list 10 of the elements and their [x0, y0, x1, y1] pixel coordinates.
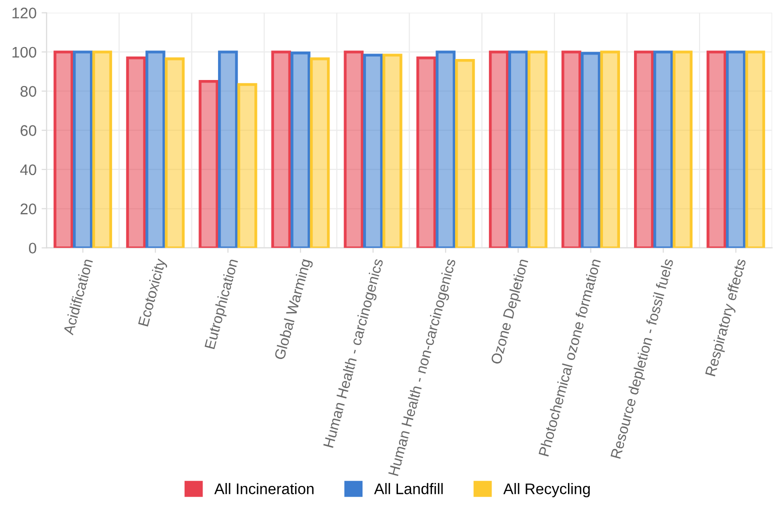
y-tick-label: 80: [20, 86, 36, 97]
y-tick-label: 20: [20, 204, 36, 214]
legend-label: All Recycling: [503, 483, 590, 498]
legend-label: All Incineration: [214, 483, 314, 494]
legend-label: All Landfill: [374, 483, 443, 494]
y-tick-label: 100: [12, 46, 36, 58]
y-tick-label: 40: [20, 164, 36, 176]
y-tick-label: 120: [12, 8, 36, 18]
y-tick-label: 0: [28, 242, 36, 254]
y-tick-label: 60: [20, 125, 36, 136]
